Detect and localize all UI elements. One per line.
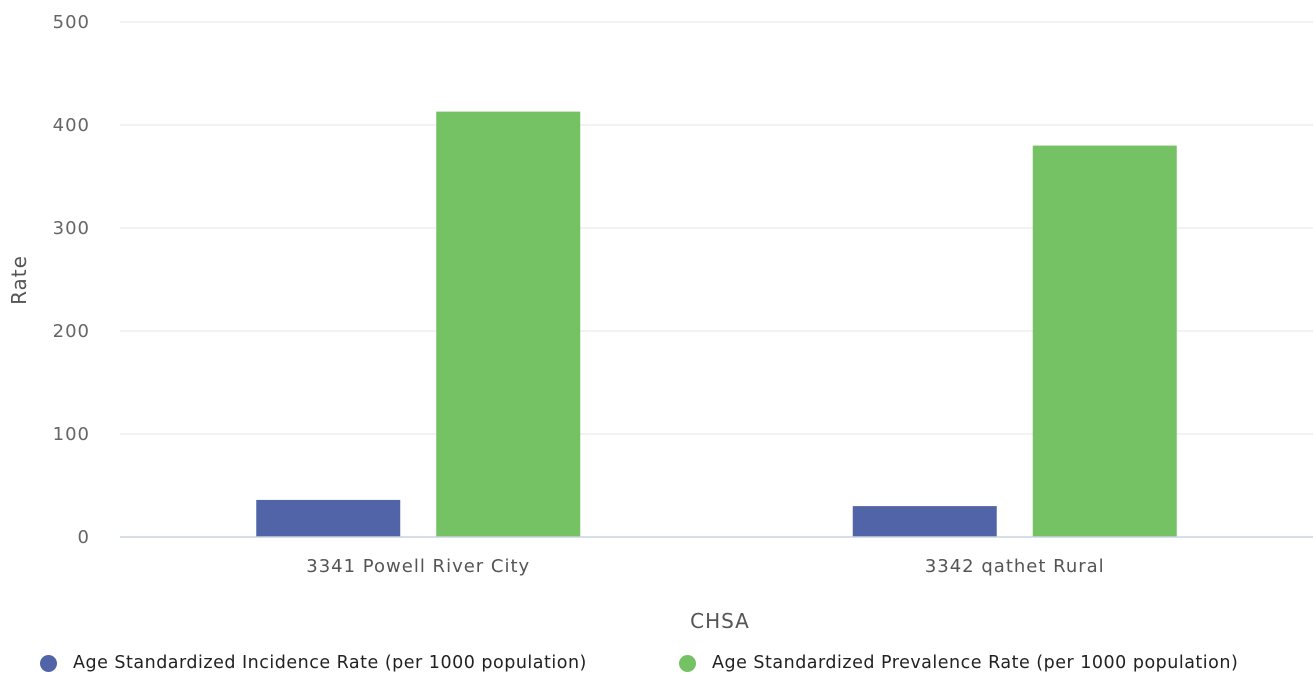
x-axis-categories: 3341 Powell River City 3342 qathet Rural bbox=[306, 556, 1105, 577]
y-tick-label: 200 bbox=[53, 321, 90, 342]
x-category-label: 3342 qathet Rural bbox=[925, 556, 1105, 577]
bar-prevalence-1[interactable] bbox=[1032, 145, 1177, 537]
legend-label-prevalence: Age Standardized Prevalence Rate (per 10… bbox=[712, 653, 1239, 673]
x-category-label: 3341 Powell River City bbox=[306, 556, 530, 577]
y-tick-label: 300 bbox=[53, 218, 90, 239]
y-axis-ticks: 0 100 200 300 400 500 bbox=[53, 12, 90, 548]
y-tick-label: 500 bbox=[53, 12, 90, 33]
y-tick-label: 400 bbox=[53, 115, 90, 136]
legend-item-prevalence[interactable]: Age Standardized Prevalence Rate (per 10… bbox=[679, 653, 1238, 673]
legend-marker-incidence bbox=[40, 654, 57, 672]
legend-label-incidence: Age Standardized Incidence Rate (per 100… bbox=[73, 653, 587, 673]
legend: Age Standardized Incidence Rate (per 100… bbox=[0, 653, 1313, 679]
bar-incidence-1[interactable] bbox=[852, 506, 997, 537]
y-axis-title: Rate bbox=[7, 255, 31, 305]
legend-marker-prevalence bbox=[679, 654, 696, 672]
y-tick-label: 100 bbox=[53, 424, 90, 445]
bar-prevalence-0[interactable] bbox=[436, 111, 581, 538]
legend-item-incidence[interactable]: Age Standardized Incidence Rate (per 100… bbox=[40, 653, 587, 673]
x-axis-title: CHSA bbox=[690, 609, 750, 633]
bars bbox=[256, 111, 1177, 538]
bar-incidence-0[interactable] bbox=[256, 499, 401, 537]
y-tick-label: 0 bbox=[78, 527, 90, 548]
